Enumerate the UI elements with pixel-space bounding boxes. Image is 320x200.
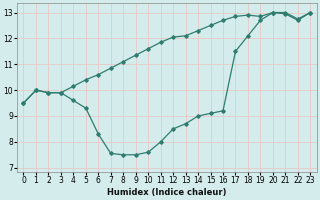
X-axis label: Humidex (Indice chaleur): Humidex (Indice chaleur): [107, 188, 227, 197]
